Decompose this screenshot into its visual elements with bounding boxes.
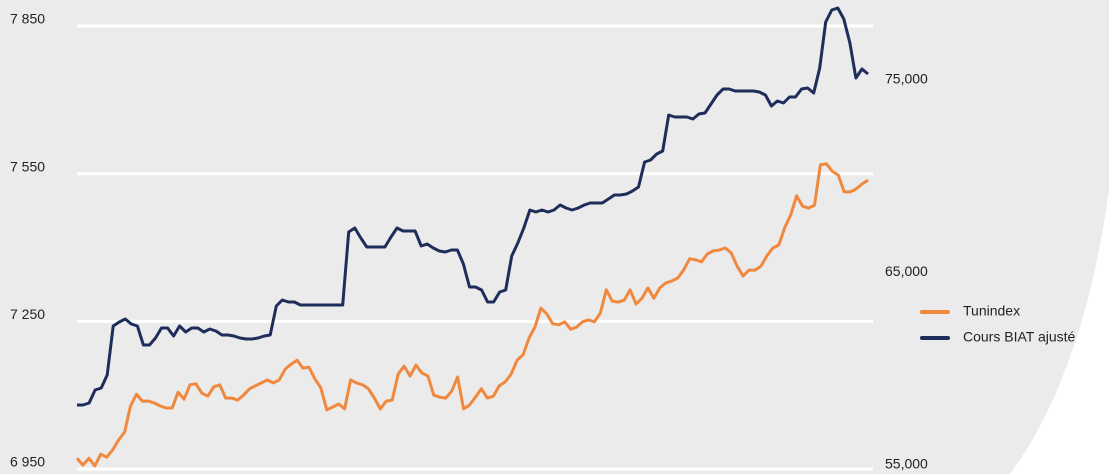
- legend-label: Cours BIAT ajusté: [963, 329, 1076, 345]
- y-tick-label: 7 850: [10, 11, 45, 27]
- y2-tick-label: 55,000: [885, 456, 928, 472]
- series-line: [75, 162, 869, 468]
- y-tick-label: 7 550: [10, 158, 45, 174]
- y-tick-label: 7 250: [10, 306, 45, 322]
- y2-tick-label: 65,000: [885, 263, 928, 279]
- y-tick-label: 6 950: [10, 454, 45, 470]
- legend-label: Tunindex: [963, 303, 1020, 319]
- series-line: [77, 6, 869, 407]
- decor-swoosh: [1010, 190, 1109, 474]
- y2-tick-label: 75,000: [885, 70, 928, 86]
